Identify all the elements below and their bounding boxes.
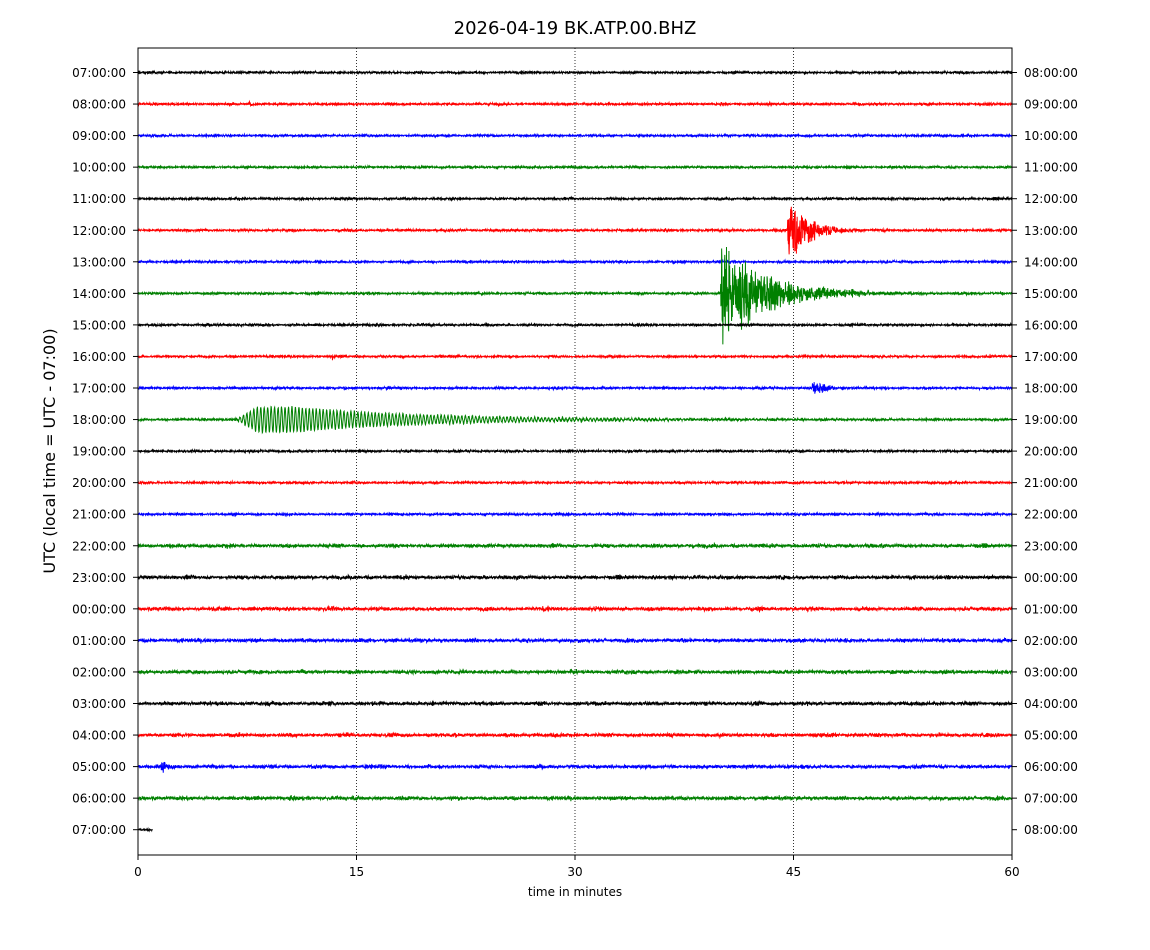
right-time-label: 10:00:00 <box>1024 129 1078 143</box>
left-time-label: 07:00:00 <box>72 66 126 80</box>
right-time-label: 17:00:00 <box>1024 350 1078 364</box>
right-time-label: 16:00:00 <box>1024 318 1078 332</box>
trace-row-1 <box>137 99 1013 108</box>
trace-row-0 <box>137 69 1013 76</box>
trace-row-8 <box>137 321 1013 329</box>
x-tick-label: 15 <box>349 865 364 879</box>
right-time-label: 18:00:00 <box>1024 382 1078 396</box>
left-time-label: 11:00:00 <box>72 192 126 206</box>
trace-row-18 <box>137 636 1013 645</box>
x-tick-label: 0 <box>134 865 142 879</box>
right-time-label: 21:00:00 <box>1024 476 1078 490</box>
left-time-label: 20:00:00 <box>72 476 126 490</box>
left-time-label: 15:00:00 <box>72 318 126 332</box>
chart-title: 2026-04-19 BK.ATP.00.BHZ <box>454 18 697 39</box>
x-tick-label: 60 <box>1004 865 1019 879</box>
right-time-label: 09:00:00 <box>1024 98 1078 112</box>
right-time-label: 00:00:00 <box>1024 571 1078 585</box>
x-tick-label: 45 <box>786 865 801 879</box>
trace-row-10 <box>137 382 1013 394</box>
x-axis-ticks: 0 15 30 45 60 <box>134 855 1020 879</box>
trace-row-5 <box>137 206 1013 255</box>
right-time-label: 12:00:00 <box>1024 192 1078 206</box>
trace-row-22 <box>137 761 1013 773</box>
trace-row-23 <box>137 794 1013 802</box>
right-time-label: 23:00:00 <box>1024 539 1078 553</box>
left-time-label: 01:00:00 <box>72 634 126 648</box>
trace-row-7 <box>137 246 1013 345</box>
right-time-labels: 08:00:00 09:00:00 10:00:00 11:00:00 12:00:00… <box>1012 66 1078 837</box>
left-time-label: 04:00:00 <box>72 729 126 743</box>
trace-row-24 <box>137 826 153 833</box>
right-time-label: 19:00:00 <box>1024 413 1078 427</box>
left-time-label: 23:00:00 <box>72 571 126 585</box>
left-time-label: 17:00:00 <box>72 382 126 396</box>
trace-row-14 <box>137 510 1013 518</box>
trace-row-11 <box>137 405 1013 435</box>
vertical-gridlines <box>356 48 794 855</box>
right-time-label: 15:00:00 <box>1024 287 1078 301</box>
x-axis-label: time in minutes <box>528 885 622 899</box>
left-time-label: 12:00:00 <box>72 224 126 238</box>
left-time-label: 07:00:00 <box>72 823 126 837</box>
right-time-label: 02:00:00 <box>1024 634 1078 648</box>
trace-row-17 <box>137 604 1013 613</box>
left-time-label: 02:00:00 <box>72 665 126 679</box>
right-time-label: 04:00:00 <box>1024 697 1078 711</box>
left-time-label: 10:00:00 <box>72 161 126 175</box>
right-time-label: 05:00:00 <box>1024 729 1078 743</box>
trace-row-16 <box>137 573 1013 582</box>
left-time-label: 05:00:00 <box>72 760 126 774</box>
trace-row-9 <box>137 353 1013 361</box>
right-time-label: 13:00:00 <box>1024 224 1078 238</box>
left-time-label: 00:00:00 <box>72 602 126 616</box>
seismogram-traces <box>137 69 1013 833</box>
right-time-label: 07:00:00 <box>1024 792 1078 806</box>
x-tick-label: 30 <box>567 865 582 879</box>
right-time-label: 08:00:00 <box>1024 66 1078 80</box>
left-time-label: 09:00:00 <box>72 129 126 143</box>
right-time-label: 22:00:00 <box>1024 508 1078 522</box>
right-time-label: 11:00:00 <box>1024 161 1078 175</box>
trace-row-12 <box>137 447 1013 455</box>
left-time-label: 13:00:00 <box>72 255 126 269</box>
trace-row-3 <box>137 163 1013 171</box>
y-axis-label: UTC (local time = UTC - 07:00) <box>40 328 59 573</box>
left-time-label: 08:00:00 <box>72 98 126 112</box>
left-time-labels: 07:00:00 08:00:00 09:00:00 10:00:00 11:00:00… <box>72 66 138 837</box>
trace-row-15 <box>137 541 1013 550</box>
right-time-label: 08:00:00 <box>1024 823 1078 837</box>
trace-row-20 <box>137 699 1013 708</box>
trace-row-2 <box>137 132 1013 139</box>
left-time-label: 03:00:00 <box>72 697 126 711</box>
right-time-label: 03:00:00 <box>1024 665 1078 679</box>
right-time-label: 06:00:00 <box>1024 760 1078 774</box>
right-time-label: 20:00:00 <box>1024 445 1078 459</box>
left-time-label: 19:00:00 <box>72 445 126 459</box>
right-time-label: 01:00:00 <box>1024 602 1078 616</box>
trace-row-13 <box>137 479 1013 487</box>
left-time-label: 16:00:00 <box>72 350 126 364</box>
trace-row-4 <box>137 195 1013 202</box>
trace-row-21 <box>137 731 1013 740</box>
right-time-label: 14:00:00 <box>1024 255 1078 269</box>
left-time-label: 06:00:00 <box>72 792 126 806</box>
left-time-label: 14:00:00 <box>72 287 126 301</box>
left-time-label: 21:00:00 <box>72 508 126 522</box>
trace-row-6 <box>137 258 1013 266</box>
left-time-label: 22:00:00 <box>72 539 126 553</box>
left-time-label: 18:00:00 <box>72 413 126 427</box>
trace-row-19 <box>137 668 1013 676</box>
